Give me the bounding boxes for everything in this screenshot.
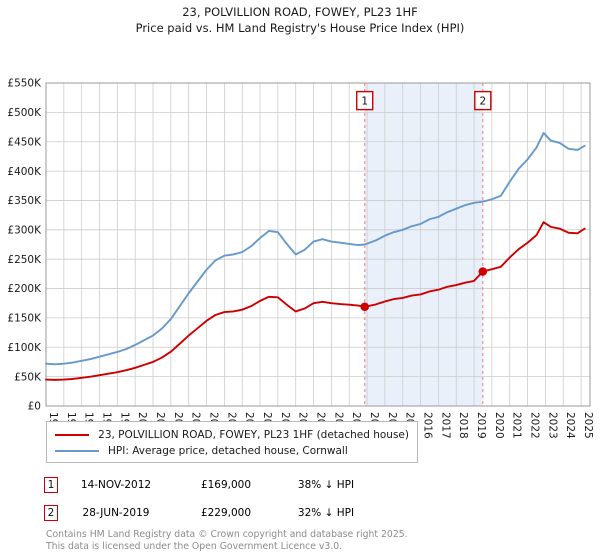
x-axis-tick-label: 2022 bbox=[529, 412, 541, 439]
table-row: 2 28-JUN-2019 £229,000 32% ↓ HPI bbox=[44, 499, 444, 527]
transaction-date: 14-NOV-2012 bbox=[80, 479, 152, 491]
y-axis-tick-label: £250K bbox=[7, 254, 42, 266]
legend-swatch-price-paid bbox=[55, 434, 90, 436]
plot-frame bbox=[45, 82, 591, 407]
y-axis-tick-label: £50K bbox=[14, 371, 42, 383]
page-subtitle: Price paid vs. HM Land Registry's House … bbox=[135, 21, 465, 35]
legend-swatch-hpi bbox=[55, 450, 99, 452]
chart-plot-area: 1995199619971998199920002001200220032004… bbox=[7, 78, 594, 439]
y-axis-tick-label: £500K bbox=[7, 107, 42, 119]
footer-line-1: Contains HM Land Registry data © Crown c… bbox=[46, 529, 408, 540]
series-line bbox=[45, 131, 586, 366]
y-axis-tick-label: £300K bbox=[7, 225, 42, 237]
y-axis-tick-label: £450K bbox=[7, 136, 42, 148]
marker-label-box bbox=[356, 90, 374, 111]
table-row: 1 14-NOV-2012 £169,000 38% ↓ HPI bbox=[44, 471, 444, 499]
legend-label-hpi: HPI: Average price, detached house, Corn… bbox=[108, 445, 348, 457]
y-axis-tick-label: £550K bbox=[7, 78, 42, 90]
chart-legend: 23, POLVILLION ROAD, FOWEY, PL23 1HF (de… bbox=[46, 421, 418, 463]
legend-item-price-paid: 23, POLVILLION ROAD, FOWEY, PL23 1HF (de… bbox=[55, 427, 409, 443]
y-axis-tick-label: £150K bbox=[7, 313, 42, 325]
transaction-marker-dot bbox=[478, 267, 488, 276]
x-axis-tick-label: 2016 bbox=[422, 412, 434, 439]
y-axis-tick-label: £200K bbox=[7, 283, 42, 295]
status-badge: 2 bbox=[44, 505, 58, 521]
marker-label-box bbox=[474, 90, 492, 111]
y-axis-tick-label: £100K bbox=[7, 342, 42, 354]
x-axis-tick-label: 2023 bbox=[546, 412, 558, 439]
x-axis-tick-label: 2018 bbox=[457, 412, 469, 439]
status-badge: 1 bbox=[44, 477, 58, 493]
copyright-footer: Contains HM Land Registry data © Crown c… bbox=[46, 529, 586, 552]
transaction-price: £229,000 bbox=[200, 507, 252, 519]
legend-item-hpi: HPI: Average price, detached house, Corn… bbox=[55, 443, 409, 459]
page-title: 23, POLVILLION ROAD, FOWEY, PL23 1HF bbox=[182, 5, 418, 19]
transaction-price: £169,000 bbox=[200, 479, 252, 491]
transaction-hpi-delta: 38% ↓ HPI bbox=[297, 479, 355, 491]
transaction-marker-dot bbox=[360, 302, 370, 312]
x-axis-tick-label: 2020 bbox=[493, 412, 505, 439]
marker-label-number: 1 bbox=[361, 96, 368, 108]
x-axis-tick-label: 2024 bbox=[564, 412, 576, 439]
transaction-date: 28-JUN-2019 bbox=[82, 507, 150, 519]
y-axis-tick-label: £400K bbox=[7, 166, 42, 178]
transaction-hpi-delta: 32% ↓ HPI bbox=[297, 507, 355, 519]
x-axis-tick-label: 2019 bbox=[475, 412, 487, 439]
y-axis-tick-label: £350K bbox=[7, 195, 42, 207]
footer-line-2: This data is licensed under the Open Gov… bbox=[46, 540, 343, 552]
highlight-band bbox=[364, 83, 483, 406]
y-axis-tick-label: £0 bbox=[28, 401, 41, 413]
chart-title-block: 23, POLVILLION ROAD, FOWEY, PL23 1HF Pri… bbox=[0, 0, 600, 36]
x-axis-tick-label: 2025 bbox=[582, 412, 594, 439]
x-axis-tick-label: 2021 bbox=[511, 412, 523, 439]
marker-label-number: 2 bbox=[479, 96, 486, 108]
legend-label-price-paid: 23, POLVILLION ROAD, FOWEY, PL23 1HF (de… bbox=[98, 429, 409, 441]
transaction-table: 1 14-NOV-2012 £169,000 38% ↓ HPI 2 28-JU… bbox=[44, 471, 444, 527]
x-axis-tick-label: 2017 bbox=[439, 412, 451, 439]
series-line bbox=[45, 221, 586, 381]
